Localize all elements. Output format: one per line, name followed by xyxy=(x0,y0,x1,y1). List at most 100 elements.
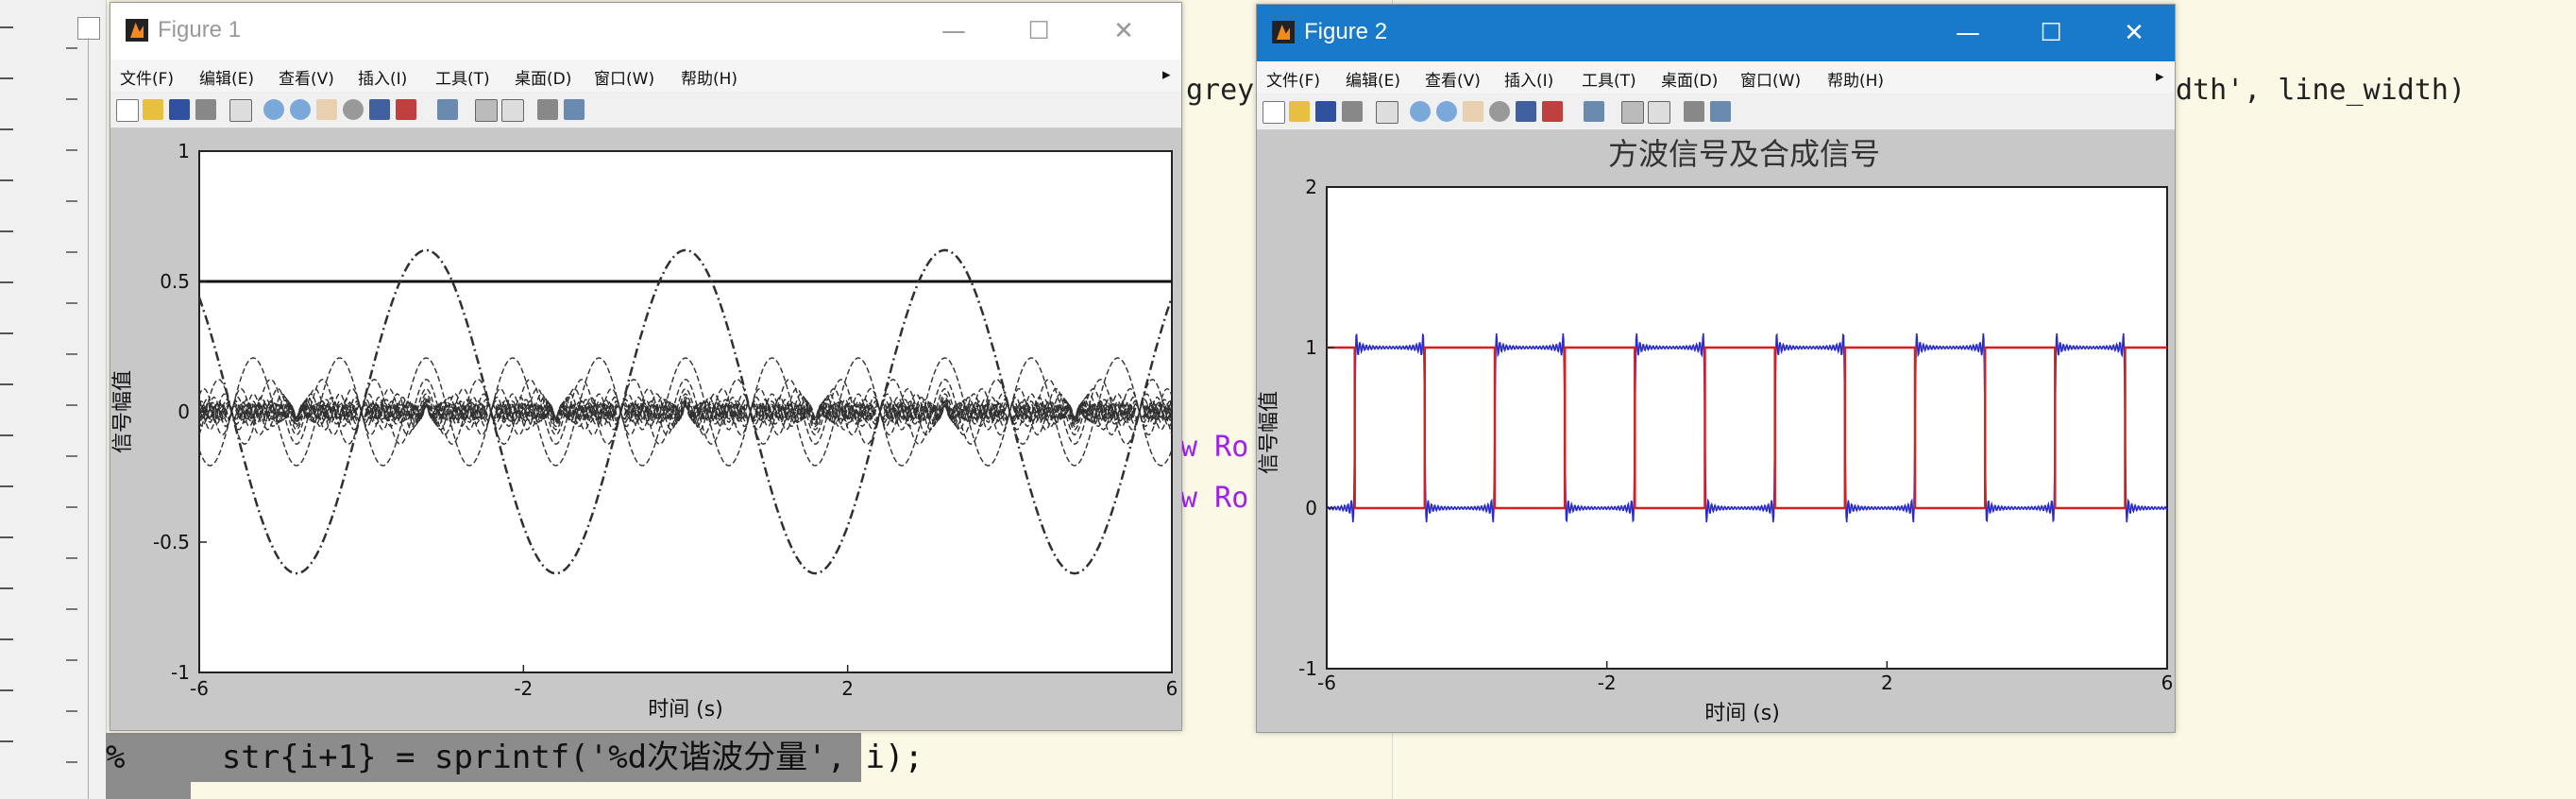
figure1-menubar: 文件(F) 编辑(E) 查看(V) 插入(I) 工具(T) 桌面(D) 窗口(W… xyxy=(110,60,1181,92)
gutter-line-mark xyxy=(0,587,13,589)
breakpoint-dash xyxy=(66,710,77,712)
save-icon[interactable] xyxy=(169,99,190,120)
x-tick-label: -2 xyxy=(514,677,533,700)
pan-icon[interactable] xyxy=(316,99,337,120)
new-figure-icon[interactable] xyxy=(1263,101,1285,124)
menu-file[interactable]: 文件(F) xyxy=(1266,72,1321,91)
colorbar-icon[interactable] xyxy=(1621,101,1644,124)
menu-tools[interactable]: 工具(T) xyxy=(435,70,490,89)
y-tick-label: 1 xyxy=(178,140,190,162)
legend-icon[interactable] xyxy=(1648,101,1670,124)
legend-icon[interactable] xyxy=(501,99,524,122)
figure2-title: Figure 2 xyxy=(1304,19,1388,44)
menu-window[interactable]: 窗口(W) xyxy=(1740,72,1802,91)
menu-window[interactable]: 窗口(W) xyxy=(594,70,655,89)
gutter-line-mark xyxy=(0,740,13,742)
zoom-in-icon[interactable] xyxy=(263,99,284,120)
brush-icon[interactable] xyxy=(1542,101,1563,122)
figure1-title: Figure 1 xyxy=(158,17,242,42)
breakpoint-dash xyxy=(66,659,77,661)
matlab-figure-icon xyxy=(1272,21,1295,43)
rotate-3d-icon[interactable] xyxy=(343,99,364,120)
maximize-button[interactable]: ☐ xyxy=(2040,19,2062,47)
gutter-line-mark xyxy=(0,128,13,130)
y-tick-label: 0 xyxy=(1305,497,1317,519)
gutter-line-mark xyxy=(0,26,13,28)
figure1-ylabel: 信号幅值 xyxy=(111,370,135,453)
synthesized-signal-curve xyxy=(1326,332,2168,523)
figure2-plot-box xyxy=(1326,186,2168,670)
print-icon[interactable] xyxy=(195,99,216,120)
menu-help[interactable]: 帮助(H) xyxy=(1827,72,1885,91)
square-wave-curve xyxy=(1327,346,2167,510)
menu-overflow-icon[interactable]: ▸ xyxy=(2156,67,2164,86)
harmonic-curve xyxy=(198,404,1173,419)
minimize-button[interactable]: — xyxy=(941,17,966,45)
figure2-axes[interactable]: 方波信号及合成信号 2 1 0 -1-6 -2 2 6 信号幅值 时间 (s) xyxy=(1257,130,2175,732)
figure1-window[interactable]: Figure 1 — ☐ ✕ 文件(F) 编辑(E) 查看(V) 插入(I) 工… xyxy=(110,2,1182,731)
breakpoint-dash xyxy=(66,200,77,202)
breakpoint-dash xyxy=(66,557,77,559)
zoom-in-icon[interactable] xyxy=(1410,101,1431,122)
menu-tools[interactable]: 工具(T) xyxy=(1582,72,1636,91)
menu-insert[interactable]: 插入(I) xyxy=(1504,72,1554,91)
minimize-button[interactable]: — xyxy=(1956,19,1980,47)
figure2-titlebar[interactable]: Figure 2 — ☐ ✕ xyxy=(1257,5,2175,61)
gutter-line-mark xyxy=(0,689,13,691)
figure2-canvas[interactable]: 方波信号及合成信号 2 1 0 -1 -6 -2 2 6 信号幅值 时间 (s) xyxy=(1257,130,2175,732)
data-cursor-icon[interactable] xyxy=(1516,101,1536,122)
breakpoint-dash xyxy=(66,251,77,253)
x-tick-label: 2 xyxy=(841,677,854,700)
gutter-line-mark xyxy=(0,638,13,640)
menu-edit[interactable]: 编辑(E) xyxy=(199,70,255,89)
figure2-window[interactable]: Figure 2 — ☐ ✕ 文件(F) 编辑(E) 查看(V) 插入(I) 工… xyxy=(1256,4,2176,733)
y-tick-label: 0.5 xyxy=(160,270,190,293)
maximize-button[interactable]: ☐ xyxy=(1027,17,1050,45)
menu-help[interactable]: 帮助(H) xyxy=(681,70,738,89)
show-plot-tools-icon[interactable] xyxy=(1710,101,1731,122)
brush-icon[interactable] xyxy=(396,99,416,120)
colorbar-icon[interactable] xyxy=(475,99,498,122)
menu-overflow-icon[interactable]: ▸ xyxy=(1162,65,1171,84)
code-fragment-grey[interactable]: grey xyxy=(1186,74,1255,107)
rotate-3d-icon[interactable] xyxy=(1489,101,1510,122)
gutter-line-mark xyxy=(0,230,13,232)
edit-plot-icon[interactable] xyxy=(1376,101,1398,124)
zoom-out-icon[interactable] xyxy=(1436,101,1457,122)
menu-file[interactable]: 文件(F) xyxy=(120,70,175,89)
data-cursor-icon[interactable] xyxy=(369,99,390,120)
zoom-out-icon[interactable] xyxy=(290,99,311,120)
commented-code-line[interactable]: % str{i+1} = sprintf('%d次谐波分量', i); xyxy=(106,733,924,782)
edit-plot-icon[interactable] xyxy=(229,99,252,122)
code-fragment-line-width[interactable]: dth', line_width) xyxy=(2176,74,2466,107)
figure2-plot-title: 方波信号及合成信号 xyxy=(1608,136,1880,172)
figure1-xlabel: 时间 (s) xyxy=(648,698,723,722)
menu-desktop[interactable]: 桌面(D) xyxy=(515,70,572,89)
link-plot-icon[interactable] xyxy=(437,99,458,120)
figure1-titlebar[interactable]: Figure 1 — ☐ ✕ xyxy=(110,3,1181,60)
close-button[interactable]: ✕ xyxy=(1113,17,1134,45)
menu-view[interactable]: 查看(V) xyxy=(279,70,334,89)
menu-edit[interactable]: 编辑(E) xyxy=(1346,72,1401,91)
show-plot-tools-icon[interactable] xyxy=(564,99,585,120)
pan-icon[interactable] xyxy=(1463,101,1483,122)
print-icon[interactable] xyxy=(1342,101,1363,122)
open-file-icon[interactable] xyxy=(143,99,163,120)
menu-desktop[interactable]: 桌面(D) xyxy=(1661,72,1719,91)
y-tick-label: -1 xyxy=(171,661,190,684)
figure1-axes[interactable]: 1 0.5 0 -0.5 -1-6 -2 2 6 信号幅值 时间 (s) xyxy=(110,128,1181,730)
open-file-icon[interactable] xyxy=(1289,101,1310,122)
menu-insert[interactable]: 插入(I) xyxy=(358,70,408,89)
link-plot-icon[interactable] xyxy=(1584,101,1604,122)
breakpoint-dash xyxy=(66,404,77,406)
hide-plot-tools-icon[interactable] xyxy=(1684,101,1704,122)
figure1-curves xyxy=(197,248,1174,575)
new-figure-icon[interactable] xyxy=(116,99,139,122)
close-button[interactable]: ✕ xyxy=(2124,19,2144,47)
figure1-canvas[interactable]: 1 0.5 0 -0.5 -1 -6 -2 2 6 信号幅值 时间 (s) xyxy=(110,128,1181,730)
menu-view[interactable]: 查看(V) xyxy=(1425,72,1481,91)
save-icon[interactable] xyxy=(1315,101,1336,122)
hide-plot-tools-icon[interactable] xyxy=(537,99,558,120)
breakpoint-dash xyxy=(66,506,77,508)
code-fold-toggle[interactable] xyxy=(77,17,100,40)
